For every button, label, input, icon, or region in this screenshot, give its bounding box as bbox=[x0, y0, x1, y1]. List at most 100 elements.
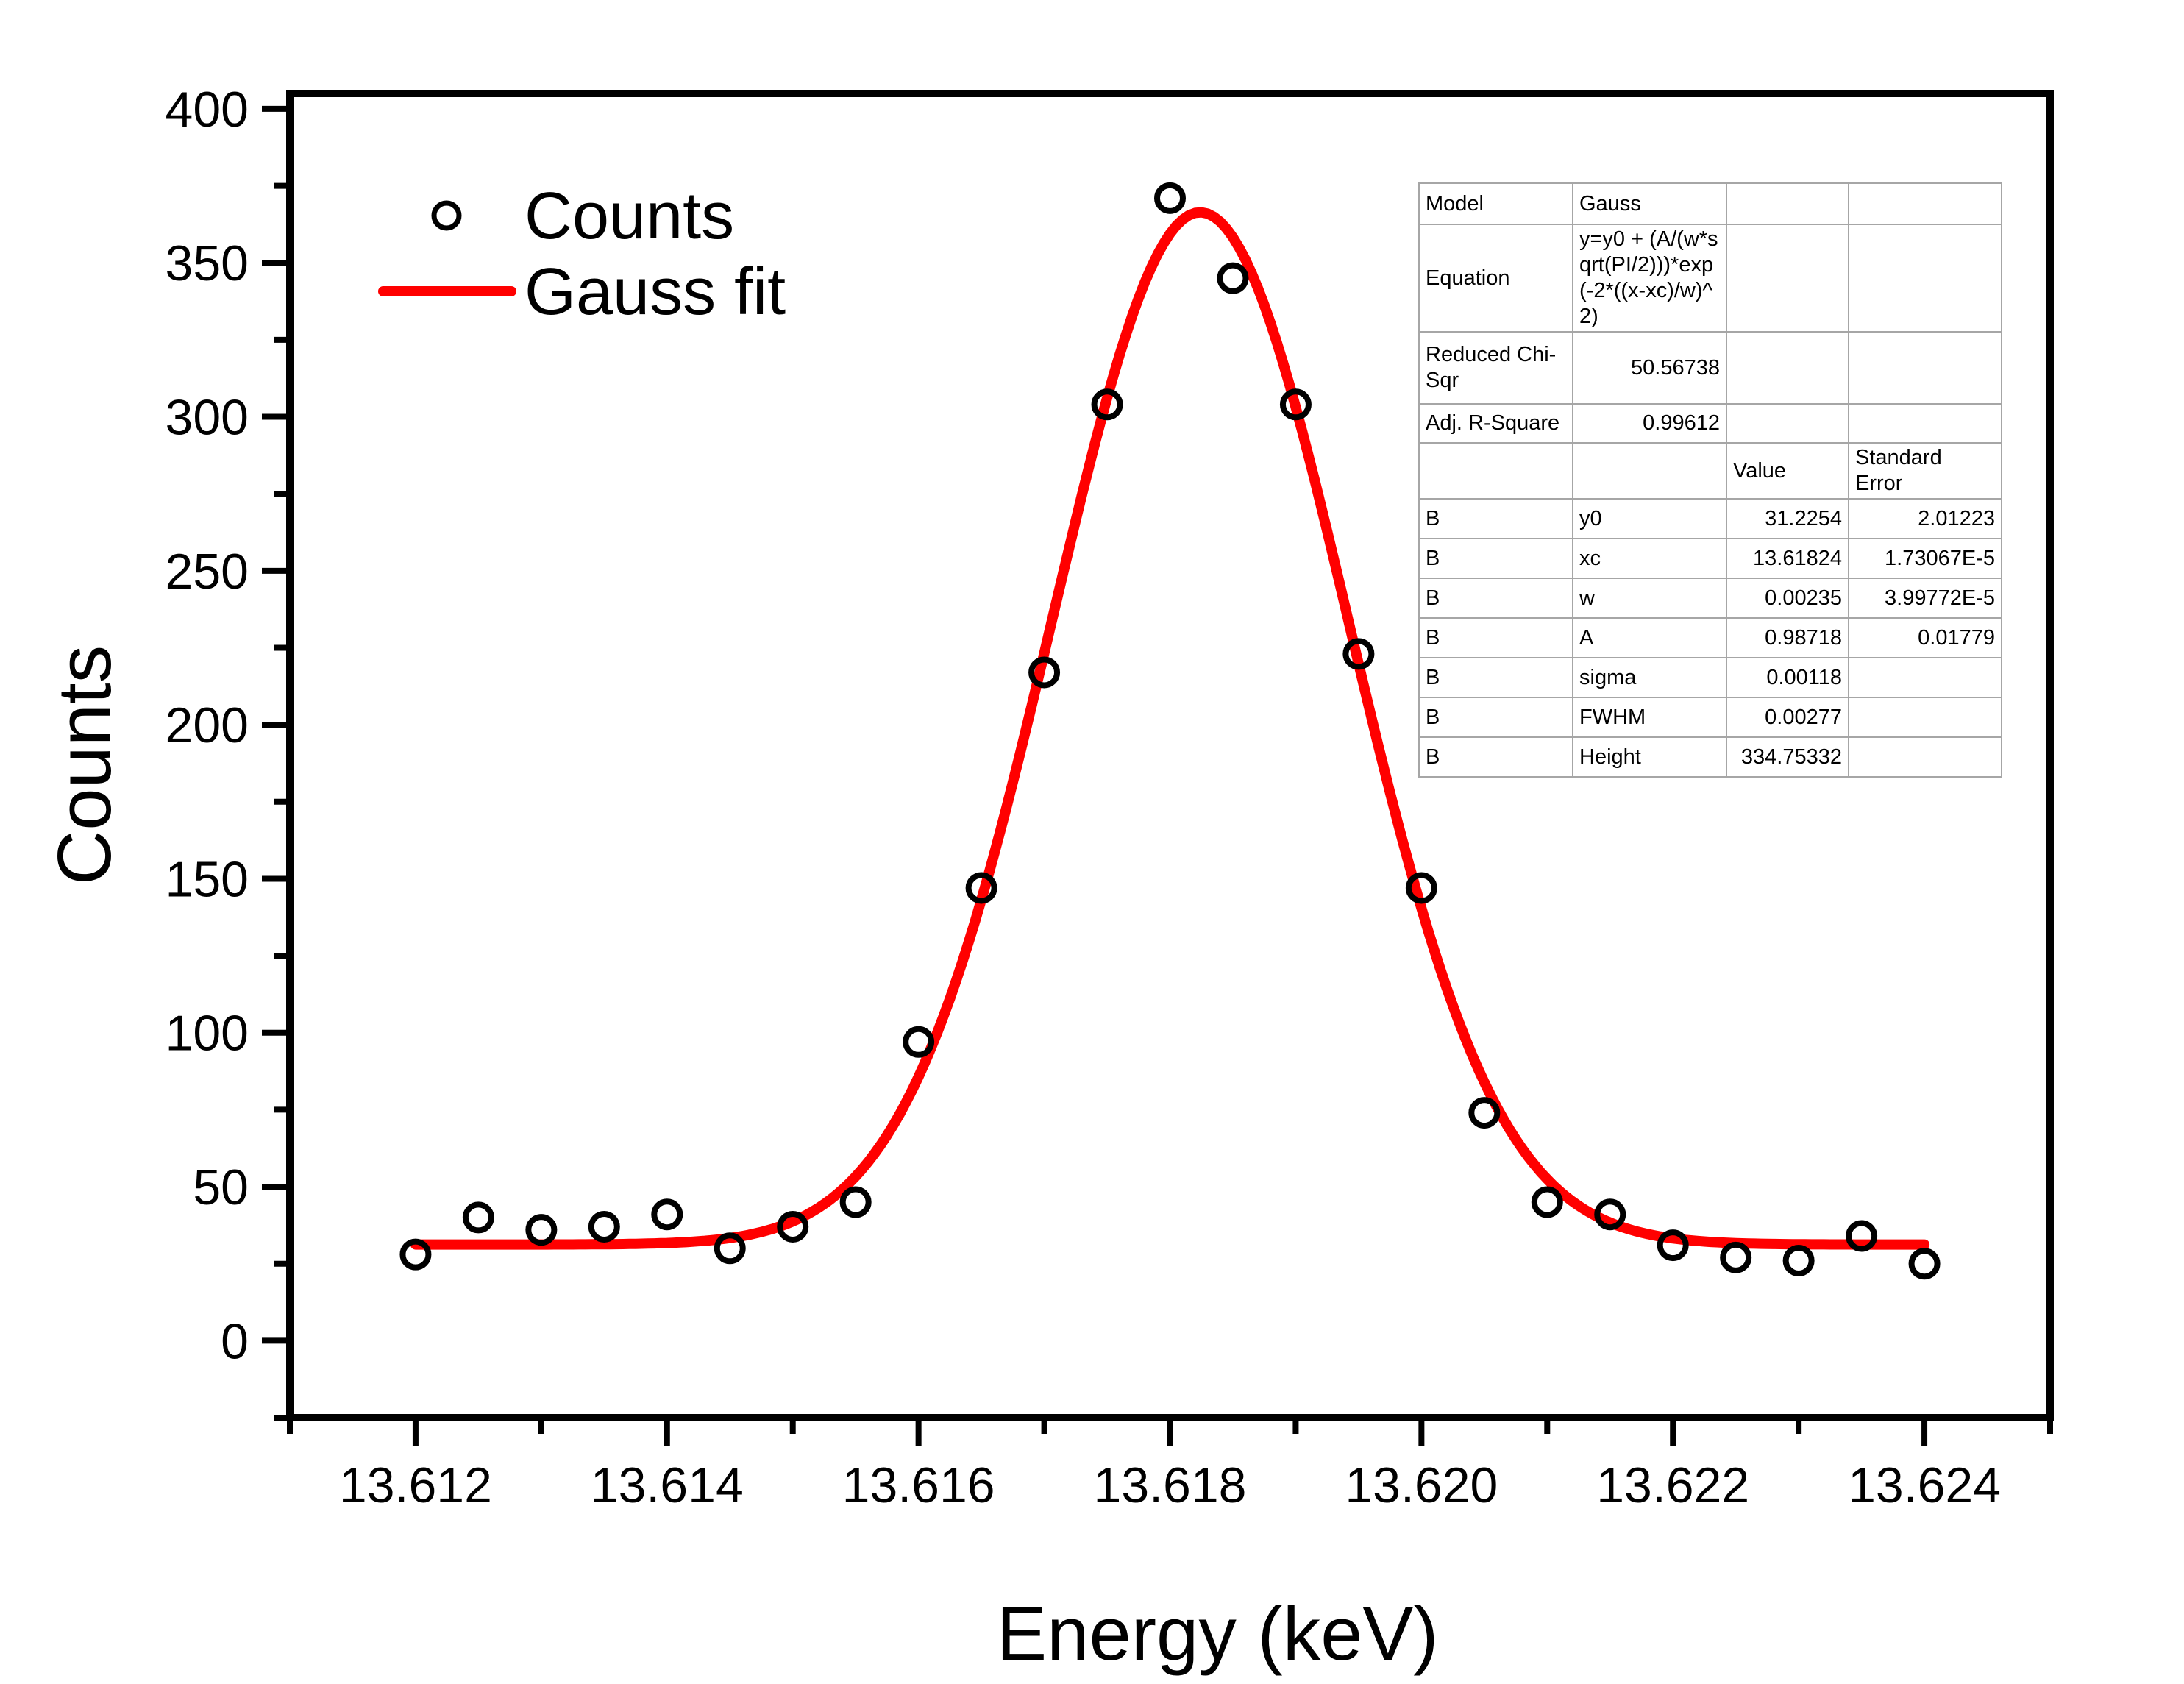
data-point-marker bbox=[1657, 1229, 1689, 1262]
cell-param-value: 0.00277 bbox=[1726, 697, 1849, 738]
cell-model-value: Gauss bbox=[1572, 182, 1727, 225]
table-row-equation: Equation y=y0 + (A/(w*sqrt(PI/2)))*exp(-… bbox=[1418, 224, 2002, 333]
cell-equation-label: Equation bbox=[1418, 224, 1573, 333]
cell-adj-rsquare-value: 0.99612 bbox=[1572, 403, 1727, 444]
y-tick-label: 100 bbox=[166, 1006, 249, 1062]
table-row-reduced-chisq: Reduced Chi-Sqr 50.56738 bbox=[1418, 331, 2002, 405]
data-point-marker bbox=[1846, 1220, 1878, 1252]
cell-value-header: Value bbox=[1726, 442, 1849, 500]
cell-empty bbox=[1726, 403, 1849, 444]
cell-param-stderr: 3.99772E-5 bbox=[1848, 578, 2002, 619]
cell-param-name: A bbox=[1572, 617, 1727, 658]
y-tick-label: 300 bbox=[166, 390, 249, 446]
cell-param-name: sigma bbox=[1572, 657, 1727, 698]
table-row-param-xc: B xc 13.61824 1.73067E-5 bbox=[1418, 538, 2002, 579]
cell-empty bbox=[1848, 224, 2002, 333]
data-point-marker bbox=[1154, 182, 1186, 214]
table-row-adj-rsquare: Adj. R-Square 0.99612 bbox=[1418, 403, 2002, 444]
y-tick-label: 400 bbox=[166, 82, 249, 138]
cell-empty bbox=[1726, 331, 1849, 405]
table-row-param-fwhm: B FWHM 0.00277 bbox=[1418, 697, 2002, 738]
data-point-marker bbox=[1405, 872, 1437, 904]
cell-param-value: 0.00235 bbox=[1726, 578, 1849, 619]
cell-dataset: B bbox=[1418, 736, 1573, 778]
y-axis-title: Counts bbox=[42, 645, 127, 885]
cell-empty bbox=[1848, 403, 2002, 444]
cell-param-value: 0.98718 bbox=[1726, 617, 1849, 658]
table-row-column-headers: Value Standard Error bbox=[1418, 442, 2002, 500]
x-axis-title: Energy (keV) bbox=[996, 1591, 1438, 1676]
y-tick-label: 200 bbox=[166, 697, 249, 753]
data-point-marker bbox=[1217, 262, 1249, 294]
data-point-marker bbox=[777, 1210, 809, 1243]
data-point-marker bbox=[1782, 1245, 1815, 1277]
x-tick-label: 13.612 bbox=[339, 1457, 492, 1513]
cell-dataset: B bbox=[1418, 617, 1573, 658]
cell-reduced-chisq-value: 50.56738 bbox=[1572, 331, 1727, 405]
x-tick-label: 13.624 bbox=[1848, 1457, 2001, 1513]
cell-dataset: B bbox=[1418, 498, 1573, 539]
fit-results-grid: Model Gauss Equation y=y0 + (A/(w*sqrt(P… bbox=[1418, 182, 2002, 778]
x-tick-label: 13.614 bbox=[591, 1457, 744, 1513]
cell-param-value: 31.2254 bbox=[1726, 498, 1849, 539]
table-row-param-sigma: B sigma 0.00118 bbox=[1418, 657, 2002, 698]
cell-param-name: xc bbox=[1572, 538, 1727, 579]
cell-param-name: y0 bbox=[1572, 498, 1727, 539]
cell-model-label: Model bbox=[1418, 182, 1573, 225]
cell-dataset: B bbox=[1418, 578, 1573, 619]
legend-fit-label: Gauss fit bbox=[524, 255, 786, 329]
cell-empty bbox=[1726, 182, 1849, 225]
data-point-marker bbox=[1342, 638, 1375, 670]
cell-param-stderr bbox=[1848, 697, 2002, 738]
cell-param-name: FWHM bbox=[1572, 697, 1727, 738]
data-point-marker bbox=[525, 1214, 558, 1246]
cell-param-value: 13.61824 bbox=[1726, 538, 1849, 579]
gauss-fit-curve bbox=[410, 207, 1930, 1250]
x-tick-label: 13.622 bbox=[1596, 1457, 1749, 1513]
table-row-param-y0: B y0 31.2254 2.01223 bbox=[1418, 498, 2002, 539]
y-tick-label: 50 bbox=[193, 1159, 249, 1215]
data-point-marker bbox=[1279, 388, 1312, 421]
data-point-marker bbox=[1468, 1097, 1501, 1129]
cell-empty bbox=[1848, 331, 2002, 405]
data-point-marker bbox=[714, 1232, 746, 1265]
cell-dataset: B bbox=[1418, 697, 1573, 738]
table-row-param-A: B A 0.98718 0.01779 bbox=[1418, 617, 2002, 658]
cell-empty bbox=[1418, 442, 1573, 500]
cell-equation-value: y=y0 + (A/(w*sqrt(PI/2)))*exp(-2*((x-xc)… bbox=[1572, 224, 1727, 333]
data-point-marker bbox=[839, 1186, 872, 1218]
data-point-marker bbox=[399, 1238, 432, 1271]
cell-adj-rsquare-label: Adj. R-Square bbox=[1418, 403, 1573, 444]
data-point-marker bbox=[651, 1198, 683, 1231]
fit-results-table: Model Gauss Equation y=y0 + (A/(w*sqrt(P… bbox=[1418, 182, 2002, 778]
cell-param-stderr: 2.01223 bbox=[1848, 498, 2002, 539]
cell-param-value: 0.00118 bbox=[1726, 657, 1849, 698]
y-tick-label: 250 bbox=[166, 544, 249, 600]
data-point-marker bbox=[462, 1201, 494, 1234]
cell-empty bbox=[1726, 224, 1849, 333]
cell-param-name: w bbox=[1572, 578, 1727, 619]
cell-stderr-header: Standard Error bbox=[1848, 442, 2002, 500]
data-point-marker bbox=[1594, 1198, 1626, 1231]
y-tick-label: 0 bbox=[221, 1313, 249, 1369]
legend-counts-marker bbox=[431, 200, 462, 231]
data-point-marker bbox=[903, 1026, 935, 1058]
data-point-marker bbox=[1091, 388, 1123, 421]
data-point-marker bbox=[588, 1210, 620, 1243]
table-row-param-height: B Height 334.75332 bbox=[1418, 736, 2002, 778]
x-tick-label: 13.620 bbox=[1345, 1457, 1498, 1513]
cell-dataset: B bbox=[1418, 538, 1573, 579]
cell-param-name: Height bbox=[1572, 736, 1727, 778]
y-tick-label: 150 bbox=[166, 851, 249, 907]
x-tick-label: 13.618 bbox=[1094, 1457, 1247, 1513]
data-point-marker bbox=[1720, 1241, 1752, 1273]
cell-param-stderr: 1.73067E-5 bbox=[1848, 538, 2002, 579]
data-point-marker bbox=[1908, 1248, 1941, 1280]
cell-empty bbox=[1848, 182, 2002, 225]
cell-dataset: B bbox=[1418, 657, 1573, 698]
data-point-marker bbox=[1531, 1186, 1563, 1218]
table-row-model: Model Gauss bbox=[1418, 182, 2002, 225]
cell-param-stderr: 0.01779 bbox=[1848, 617, 2002, 658]
